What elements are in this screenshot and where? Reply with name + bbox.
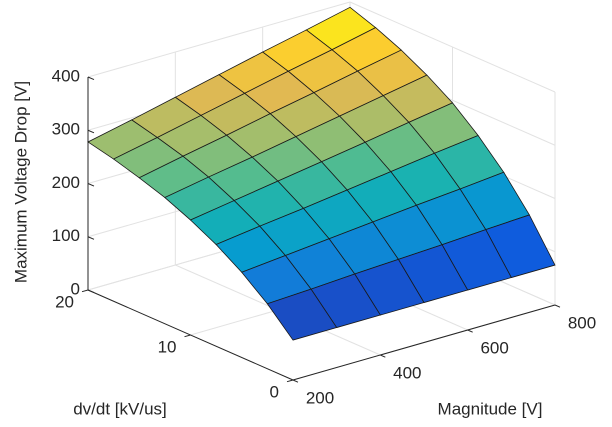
z-tick bbox=[87, 129, 95, 134]
y-tick bbox=[81, 289, 89, 293]
x-axis-label: Magnitude [V] bbox=[438, 399, 543, 418]
z-tick-label: 100 bbox=[52, 226, 80, 245]
z-tick bbox=[87, 236, 95, 240]
z-tick-label: 400 bbox=[52, 66, 80, 85]
x-tick-label: 600 bbox=[480, 338, 508, 357]
z-tick-label: 300 bbox=[52, 120, 80, 139]
z-tick bbox=[87, 76, 95, 81]
y-tick-label: 0 bbox=[270, 382, 279, 401]
z-tick-label: 200 bbox=[52, 173, 80, 192]
surface-cell bbox=[266, 288, 338, 341]
x-tick-label: 800 bbox=[568, 313, 596, 332]
x-tick-label: 200 bbox=[306, 388, 334, 407]
x-tick bbox=[554, 304, 561, 308]
grid-line bbox=[349, 1, 556, 93]
z-axis-label: Maximum Voltage Drop [V] bbox=[11, 81, 30, 283]
y-tick bbox=[286, 379, 294, 383]
y-axis-label: dv/dt [kV/us] bbox=[73, 399, 167, 418]
y-tick bbox=[184, 334, 191, 338]
y-tick-label: 10 bbox=[158, 337, 177, 356]
x-axis bbox=[292, 304, 556, 381]
x-tick bbox=[467, 329, 473, 333]
x-tick bbox=[292, 379, 299, 383]
z-tick bbox=[87, 289, 95, 294]
grid-line bbox=[87, 1, 351, 78]
x-tick-label: 400 bbox=[393, 363, 421, 382]
y-tick-label: 20 bbox=[55, 292, 74, 311]
x-tick bbox=[380, 354, 386, 358]
z-tick-label: 0 bbox=[71, 279, 80, 298]
z-tick bbox=[87, 183, 95, 187]
